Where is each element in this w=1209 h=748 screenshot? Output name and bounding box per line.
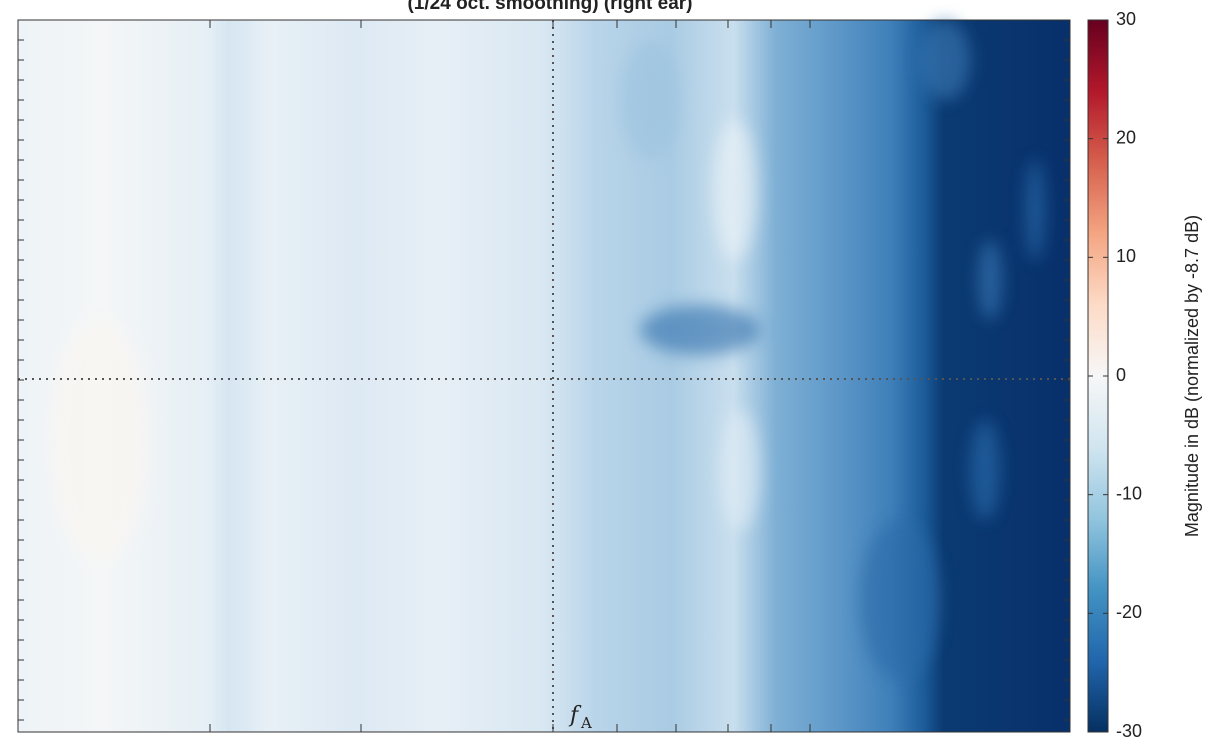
- heatmap: [17, 19, 1071, 733]
- colorbar-tick-label: -20: [1116, 602, 1142, 622]
- chart-title: (1/24 oct. smoothing) (right ear): [407, 0, 692, 14]
- colorbar-tick-label: 30: [1116, 9, 1136, 29]
- reference-lines: [18, 20, 1070, 732]
- colorbar-tick-label: -10: [1116, 483, 1142, 503]
- colorbar-tick-label: 20: [1116, 127, 1136, 147]
- axis-ticks: [18, 19, 1070, 732]
- colorbar-tick-label: 0: [1116, 365, 1126, 385]
- colorbar-label: Magnitude in dB (normalized by -8.7 dB): [1182, 215, 1202, 537]
- colorbar-tick-label: 10: [1116, 246, 1136, 266]
- colorbar-tick-label: -30: [1116, 721, 1142, 741]
- annotation-subscript: A: [580, 714, 592, 732]
